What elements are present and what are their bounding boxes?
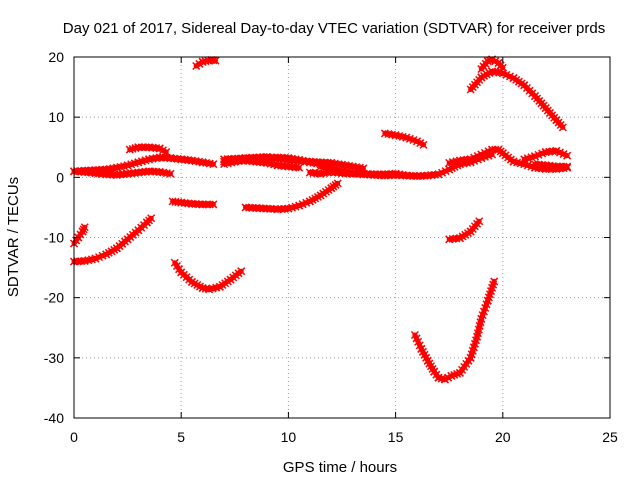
data-point bbox=[166, 169, 175, 178]
trace-line bbox=[243, 203, 302, 212]
data-point bbox=[202, 200, 211, 209]
data-point bbox=[352, 169, 361, 178]
data-point bbox=[333, 179, 342, 188]
data-point bbox=[483, 57, 492, 66]
label-layer: 0 5 10 15 20 25 -40 -30 -20 -10 0 10 20 bbox=[44, 49, 618, 445]
trace-line bbox=[532, 161, 570, 169]
data-point bbox=[209, 160, 218, 169]
x-tick-label: 20 bbox=[495, 429, 511, 445]
data-point bbox=[555, 162, 565, 171]
data-point bbox=[141, 143, 150, 152]
data-point bbox=[198, 200, 207, 209]
data-point bbox=[563, 151, 572, 160]
data-point bbox=[80, 223, 89, 232]
trace-line bbox=[71, 155, 216, 174]
data-point bbox=[475, 217, 484, 226]
data-point bbox=[355, 169, 364, 178]
data-point bbox=[209, 200, 218, 209]
data-layer bbox=[69, 55, 572, 384]
data-point bbox=[209, 56, 218, 65]
data-trace bbox=[410, 277, 499, 384]
y-tick-label: 10 bbox=[48, 109, 64, 125]
data-trace bbox=[168, 197, 218, 209]
x-tick-label: 0 bbox=[70, 429, 78, 445]
data-trace bbox=[530, 160, 572, 171]
data-trace bbox=[69, 214, 156, 266]
x-tick-label: 25 bbox=[602, 429, 618, 445]
data-point bbox=[490, 277, 499, 286]
x-tick-label: 10 bbox=[281, 429, 297, 445]
y-tick-label: -40 bbox=[44, 410, 64, 426]
data-point bbox=[377, 170, 386, 179]
data-trace bbox=[192, 55, 220, 71]
data-trace bbox=[69, 223, 89, 248]
y-tick-label: 0 bbox=[56, 169, 64, 185]
data-point bbox=[205, 200, 214, 209]
data-point bbox=[552, 162, 561, 171]
x-axis-label: GPS time / hours bbox=[283, 459, 397, 476]
data-trace bbox=[477, 55, 507, 74]
data-point bbox=[147, 214, 156, 223]
data-trace bbox=[220, 152, 368, 173]
data-point bbox=[419, 140, 428, 149]
y-tick-label: -20 bbox=[44, 290, 64, 306]
data-point bbox=[373, 170, 382, 179]
data-point bbox=[402, 171, 411, 180]
data-trace bbox=[69, 167, 175, 179]
data-point bbox=[488, 145, 497, 154]
x-tick-label: 5 bbox=[177, 429, 185, 445]
y-axis-label: SDTVAR / TECUs bbox=[5, 177, 22, 297]
data-point bbox=[174, 198, 183, 207]
y-tick-label: -10 bbox=[44, 230, 64, 246]
y-tick-label: 20 bbox=[48, 49, 64, 65]
data-trace bbox=[380, 129, 428, 149]
trace-line bbox=[71, 168, 173, 178]
data-point bbox=[498, 63, 507, 72]
data-trace bbox=[305, 167, 411, 180]
data-trace bbox=[125, 143, 171, 157]
tick-layer bbox=[73, 56, 611, 419]
data-point bbox=[237, 267, 246, 276]
data-trace bbox=[170, 258, 246, 294]
y-tick-label: -30 bbox=[44, 350, 64, 366]
data-point bbox=[558, 123, 567, 132]
data-point bbox=[348, 169, 357, 178]
data-point bbox=[137, 143, 146, 152]
data-point bbox=[134, 143, 143, 152]
data-point bbox=[491, 145, 500, 154]
data-trace bbox=[520, 146, 572, 164]
data-point bbox=[295, 163, 304, 172]
data-point bbox=[162, 148, 171, 157]
data-point bbox=[370, 170, 379, 179]
data-point bbox=[563, 162, 572, 171]
data-trace bbox=[295, 179, 342, 210]
trace-line bbox=[307, 169, 409, 178]
grid-layer bbox=[74, 57, 610, 418]
data-trace bbox=[445, 217, 484, 244]
x-tick-label: 15 bbox=[388, 429, 404, 445]
data-point bbox=[559, 162, 568, 171]
chart-title: Day 021 of 2017, Sidereal Day-to-day VTE… bbox=[63, 20, 605, 37]
data-point bbox=[211, 56, 220, 65]
